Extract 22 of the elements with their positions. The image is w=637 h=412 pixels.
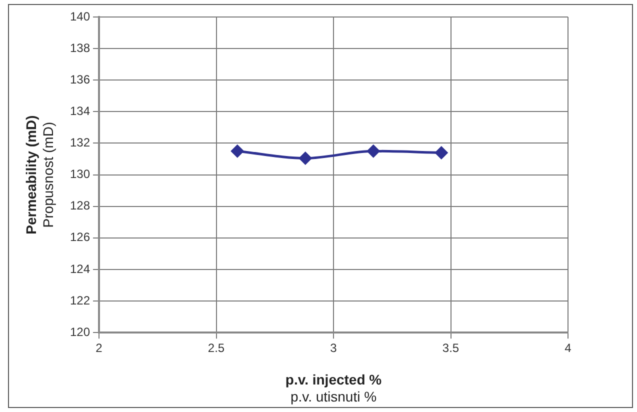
point [299, 152, 312, 164]
y-tick-label: 120 [70, 324, 90, 339]
y-tick-label: 126 [70, 230, 90, 244]
x-tick-label: 3.5 [442, 341, 460, 356]
y-tick-label: 138 [70, 40, 90, 55]
x-tick-label: 3 [330, 341, 338, 356]
x-tick-label: 2 [96, 341, 103, 356]
y-tick-label: 136 [70, 72, 90, 86]
y-tick-label: 122 [70, 293, 90, 308]
x-axis-title: p.v. injected % p.v. utisnuti % [285, 371, 382, 404]
point [231, 144, 244, 158]
y-tick-label: 124 [70, 262, 90, 276]
point [435, 146, 448, 159]
x-tick-label: 4 [564, 341, 572, 356]
y-tick-label: 128 [70, 198, 90, 213]
point [367, 144, 380, 158]
y-tick-label: 130 [70, 167, 90, 182]
y-axis-title: Permeability (mD) Propusnost (mD) [22, 115, 56, 234]
y-tick-label: 132 [70, 136, 90, 150]
y-tick-label: 134 [70, 104, 90, 118]
y-tick-label: 140 [70, 9, 90, 24]
x-tick-label: 2.5 [208, 341, 225, 356]
